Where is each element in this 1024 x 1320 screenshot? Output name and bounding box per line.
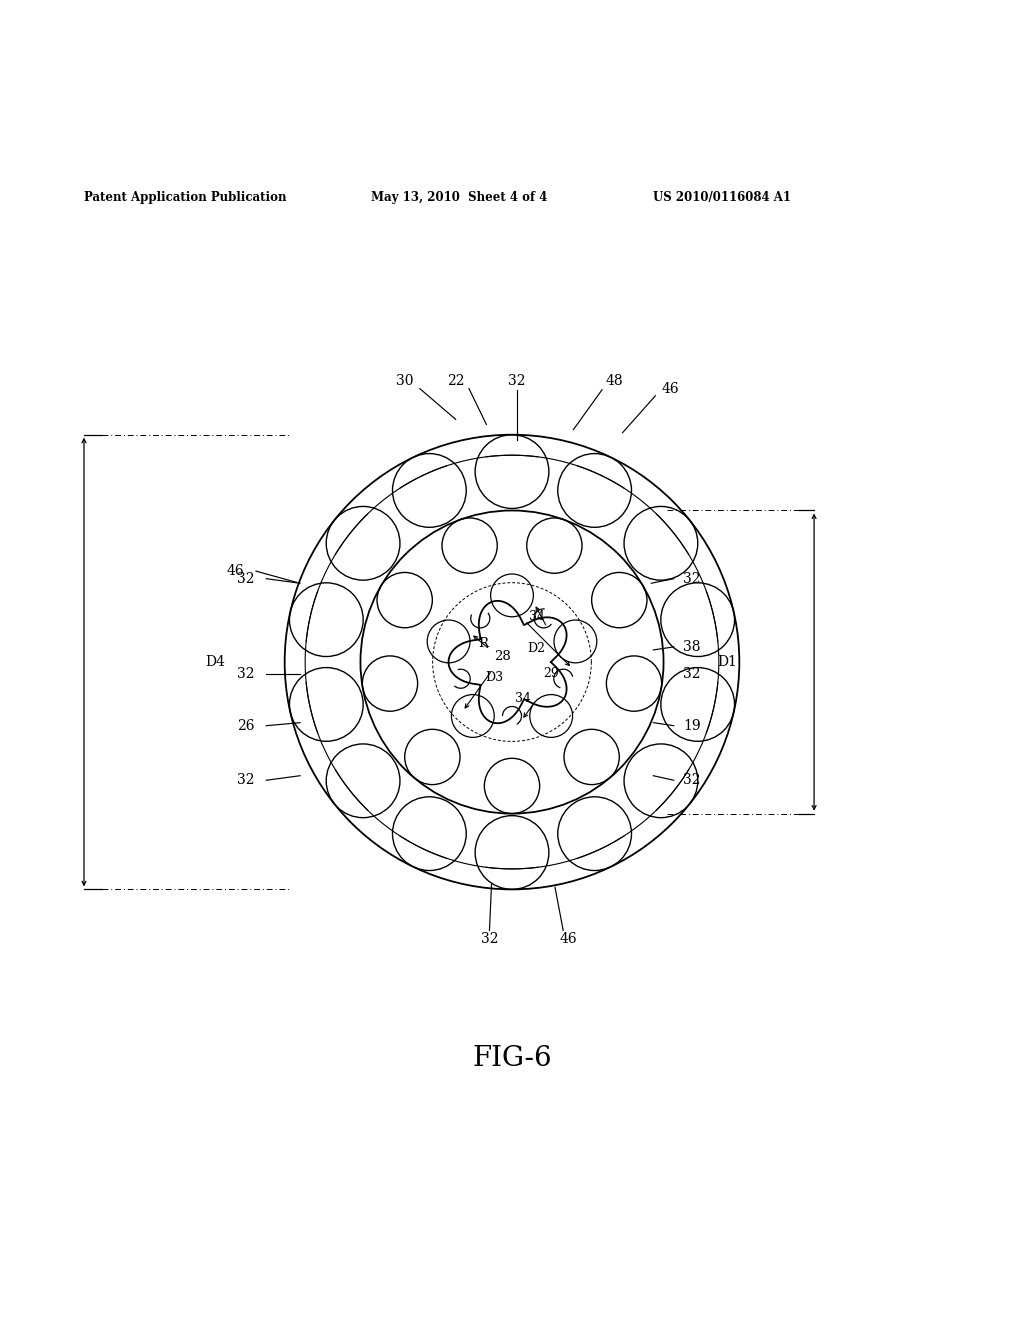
Text: D2: D2 (527, 642, 545, 655)
Text: 30: 30 (395, 375, 414, 388)
Text: D3: D3 (485, 672, 503, 685)
Text: May 13, 2010  Sheet 4 of 4: May 13, 2010 Sheet 4 of 4 (371, 191, 547, 205)
Text: 46: 46 (226, 564, 245, 578)
Text: 22: 22 (446, 375, 465, 388)
Text: 38: 38 (683, 640, 701, 653)
Text: R: R (478, 636, 488, 649)
Text: 28: 28 (495, 651, 511, 664)
Text: D1: D1 (717, 655, 737, 669)
Text: Patent Application Publication: Patent Application Publication (84, 191, 287, 205)
Text: 32: 32 (683, 667, 701, 681)
Text: 32: 32 (480, 932, 499, 945)
Text: 46: 46 (662, 381, 680, 396)
Text: 32: 32 (508, 375, 526, 388)
Text: 46: 46 (559, 932, 578, 945)
Text: US 2010/0116084 A1: US 2010/0116084 A1 (653, 191, 792, 205)
Text: 32: 32 (683, 774, 701, 787)
Text: 48: 48 (605, 375, 624, 388)
Text: 34: 34 (515, 693, 531, 705)
Text: 19: 19 (683, 718, 701, 733)
Text: 34: 34 (529, 610, 546, 623)
Text: FIG-6: FIG-6 (472, 1045, 552, 1072)
Text: 26: 26 (237, 718, 255, 733)
Text: D4: D4 (205, 655, 225, 669)
Text: 32: 32 (237, 774, 255, 787)
Text: 29: 29 (544, 667, 559, 680)
Text: 32: 32 (237, 667, 255, 681)
Text: 32: 32 (683, 572, 701, 586)
Text: 32: 32 (237, 572, 255, 586)
